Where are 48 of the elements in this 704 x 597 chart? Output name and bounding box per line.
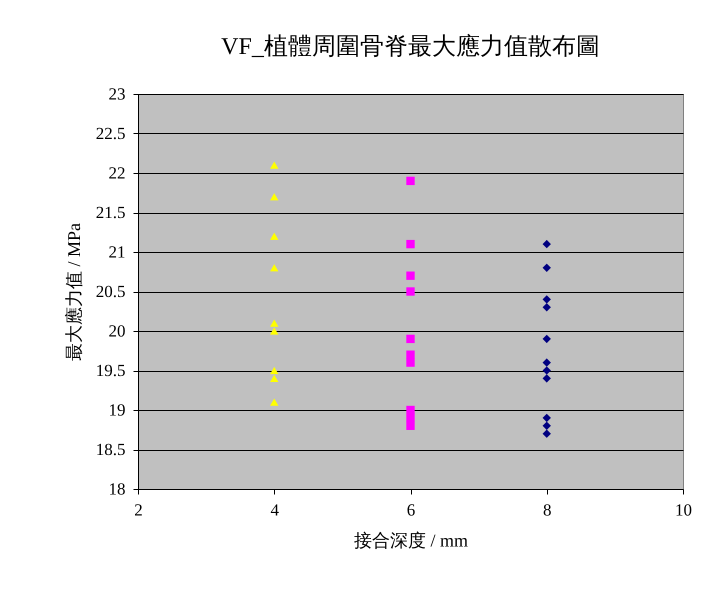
x-tick-label: 2 [134,500,143,520]
x-axis-title: 接合深度 / mm [354,530,468,550]
y-tick-label: 18 [108,480,126,498]
point [406,414,415,422]
y-tick-label: 19.5 [96,361,126,380]
point [542,366,551,375]
point [270,398,278,406]
point [270,193,278,200]
point [406,358,415,367]
point [270,374,278,382]
x-tick-label: 6 [406,500,416,520]
y-tick-label: 21 [108,242,126,262]
chart-title: VF_植體周圍骨脊最大應力值散布圖 [221,33,600,60]
y-tick-label: 23 [108,84,126,104]
point [406,176,415,186]
point [270,366,278,374]
point [406,240,415,248]
point [542,264,551,272]
point [542,430,551,438]
point [406,287,415,296]
point [542,295,551,304]
y-tick-label: 22.5 [96,124,126,143]
point [406,334,415,344]
point [406,350,415,359]
point [542,422,551,430]
point [542,334,551,344]
point [270,327,278,335]
y-tick-label: 20.5 [96,282,126,301]
point [270,161,278,169]
y-axis-title: 最大應力值 / MPa [64,222,84,362]
point [270,232,278,240]
point [270,264,278,272]
y-tick-label: 22 [108,164,126,182]
point [270,319,278,327]
point [406,272,415,280]
y-tick-label: 19 [108,400,126,420]
y-tick-label: 21.5 [96,203,126,222]
x-tick-label: 10 [675,500,692,520]
point [542,414,551,422]
point [542,358,551,367]
point [406,422,415,430]
point [542,240,551,248]
y-tick-label: 20 [108,322,126,340]
x-tick-label: 8 [543,500,552,520]
point [542,303,551,312]
point [542,374,551,383]
y-tick-label: 18.5 [96,440,126,459]
x-tick-label: 4 [270,500,280,520]
